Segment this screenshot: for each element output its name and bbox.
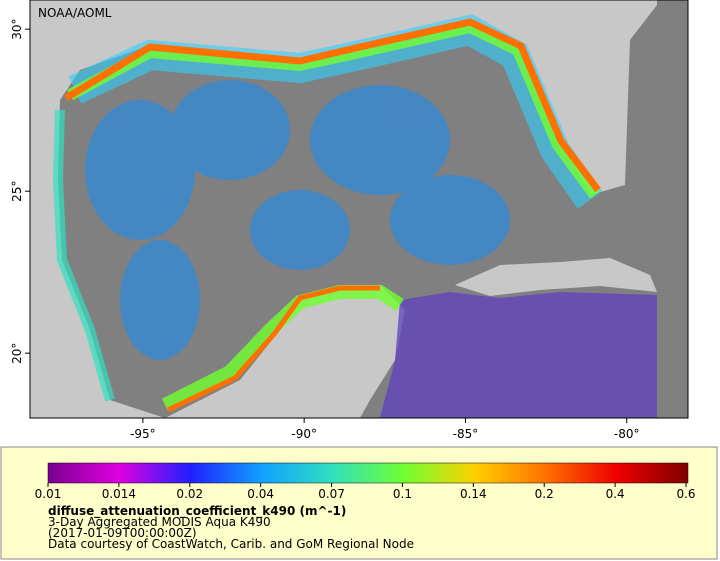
colorbar-label: 0.4 <box>606 487 625 501</box>
colorbar-label: 0.07 <box>318 487 345 501</box>
x-tick-label: -90° <box>291 427 317 441</box>
legend-line: 3-Day Aggregated MODIS Aqua K490 <box>48 515 271 529</box>
legend-title: diffuse_attenuation_coefficient_k490 (m^… <box>48 504 346 519</box>
y-tick-label: 20° <box>10 343 24 364</box>
colorbar-label: 0.014 <box>102 487 136 501</box>
colorbar-label: 0.01 <box>35 487 62 501</box>
x-tick-label: -80° <box>614 427 640 441</box>
x-tick-label: -95° <box>130 427 156 441</box>
colorbar-label: 0.1 <box>393 487 412 501</box>
credit: NOAA/AOML <box>38 6 112 20</box>
colorbar-label: 0.02 <box>176 487 203 501</box>
y-tick-label: 25° <box>10 181 24 202</box>
legend-line: (2017-01-09T00:00:00Z) <box>48 526 197 540</box>
map-frame <box>29 0 689 419</box>
colorbar-label: 0.6 <box>676 487 695 501</box>
colorbar-label: 0.04 <box>247 487 274 501</box>
legend-line: Data courtesy of CoastWatch, Carib. and … <box>48 537 414 551</box>
map <box>30 0 688 418</box>
colorbar-label: 0.14 <box>460 487 487 501</box>
y-tick-label: 30° <box>10 19 24 40</box>
x-tick-label: -85° <box>453 427 479 441</box>
colorbar-label: 0.2 <box>535 487 554 501</box>
colorbar <box>47 462 689 484</box>
